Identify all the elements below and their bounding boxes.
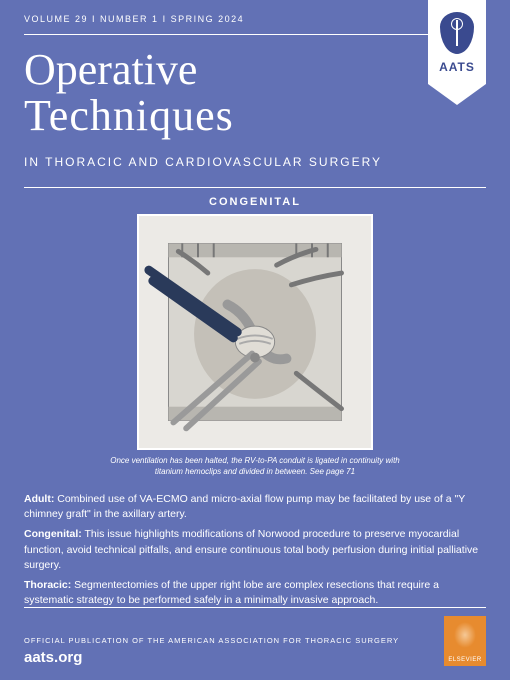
section-label: CONGENITAL	[0, 188, 510, 214]
footer: OFFICIAL PUBLICATION OF THE AMERICAN ASS…	[0, 607, 510, 680]
journal-subtitle: IN THORACIC AND CARDIOVASCULAR SURGERY	[0, 143, 510, 187]
publisher-logo: ELSEVIER	[444, 616, 486, 666]
official-publication: OFFICIAL PUBLICATION OF THE AMERICAN ASS…	[24, 636, 399, 645]
figure-caption: Once ventilation has been halted, the RV…	[105, 456, 405, 478]
website-url: aats.org	[24, 649, 399, 666]
org-abbrev: AATS	[439, 60, 475, 74]
summary-thoracic: Thoracic: Segmentectomies of the upper r…	[24, 578, 486, 608]
org-badge: AATS	[428, 0, 486, 105]
shield-icon	[440, 12, 474, 54]
publisher-name: ELSEVIER	[448, 657, 481, 663]
surgical-illustration-icon	[139, 216, 371, 448]
summary-adult: Adult: Combined use of VA-ECMO and micro…	[24, 492, 486, 522]
summaries: Adult: Combined use of VA-ECMO and micro…	[0, 478, 510, 609]
number: NUMBER 1	[100, 14, 159, 24]
summary-congenital: Congenital: This issue highlights modifi…	[24, 527, 486, 573]
volume: VOLUME 29	[24, 14, 88, 24]
season: SPRING 2024	[171, 14, 245, 24]
cover-figure	[137, 214, 373, 450]
divider-bottom	[24, 607, 486, 608]
cover-figure-wrap: Once ventilation has been halted, the RV…	[0, 214, 510, 478]
